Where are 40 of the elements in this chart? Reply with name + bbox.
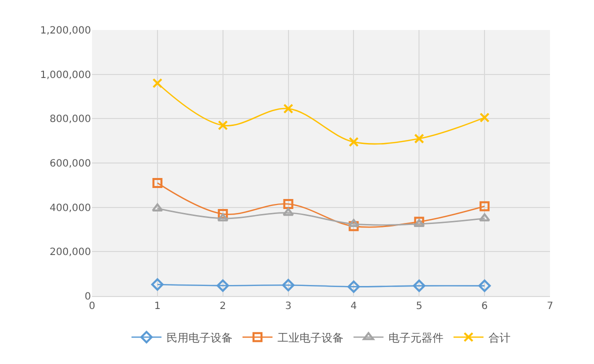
point: [412, 280, 426, 292]
point: [216, 279, 230, 292]
point: [218, 120, 228, 130]
x-tick-label: 4: [350, 301, 357, 312]
x-tick-label: 1: [154, 301, 161, 312]
point: [283, 104, 294, 114]
y-tick-label: 0: [84, 292, 91, 302]
point: [348, 218, 360, 227]
y-tick-label: 1,200,000: [40, 26, 91, 36]
y-tick-label: 400,000: [50, 202, 91, 214]
y-tick-label: 800,000: [50, 114, 91, 126]
point: [348, 136, 359, 147]
legend-label: 工业电子设备: [278, 331, 344, 344]
point: [480, 112, 490, 123]
point: [283, 199, 294, 210]
y-tick-label: 600,000: [50, 158, 91, 170]
point: [152, 203, 164, 212]
x-tick-label: 5: [416, 301, 422, 312]
point: [152, 78, 162, 88]
x-tick-label: 3: [285, 301, 292, 312]
point: [217, 213, 228, 222]
y-tick-label: 200,000: [50, 247, 91, 258]
point: [348, 280, 360, 293]
point: [282, 278, 294, 292]
point: [282, 208, 294, 216]
y-tick-label: 1,000,000: [40, 70, 91, 81]
point: [218, 208, 228, 219]
legend-label: 民用电子设备: [166, 331, 232, 344]
x-tick-label: 7: [546, 301, 554, 312]
point: [348, 221, 359, 232]
legend-label: 合计: [488, 331, 510, 344]
point: [478, 280, 491, 292]
point: [480, 201, 490, 212]
point: [151, 278, 164, 291]
x-tick-label: 2: [220, 301, 226, 312]
point: [152, 178, 162, 188]
point: [414, 134, 424, 144]
legend-label: 电子元器件: [388, 331, 444, 344]
point: [478, 213, 490, 222]
x-tick-label: 6: [481, 301, 488, 312]
